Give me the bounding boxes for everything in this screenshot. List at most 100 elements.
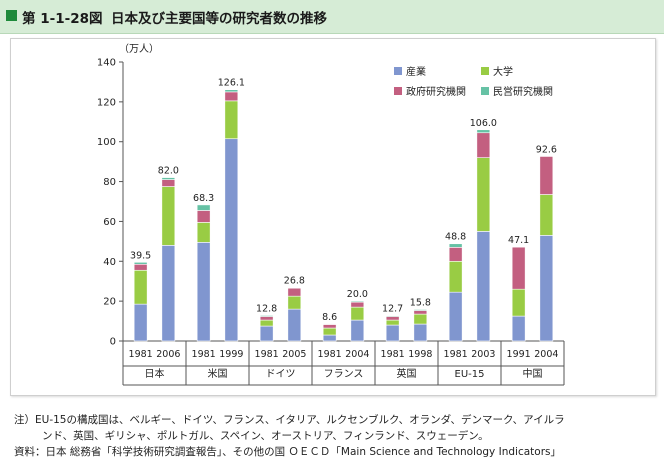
bar-segment-private (224, 89, 239, 93)
bar-total-label: 8.6 (322, 312, 337, 323)
bar-segment-government (539, 156, 554, 195)
stacked-bar-chart: （万人） 0 20 40 60 80 100 120 140 39.5 1981 82.0 2006 日本… (97, 43, 565, 386)
page-title: 日本及び主要国等の研究者数の推移 (111, 11, 327, 27)
bar-segment-university (539, 194, 554, 236)
y-tick-label: 120 (97, 97, 116, 108)
bar-segment-private (196, 204, 211, 211)
title-square-icon (6, 10, 17, 21)
bar-segment-private (385, 315, 400, 317)
note-line-2: ンド、英国、ギリシャ、ポルトガル、スペイン、オーストリア、フィンランド、スウェー… (42, 430, 489, 442)
bar-total-label: 15.8 (410, 298, 431, 309)
x-country-label: 日本 (145, 367, 165, 380)
x-year-label: 2006 (156, 349, 180, 360)
bar-segment-government (448, 247, 463, 262)
legend-swatch-government (394, 87, 402, 95)
x-country-label: ドイツ (266, 369, 296, 380)
bar-segment-industry (322, 334, 337, 342)
y-tick-label: 80 (103, 177, 116, 188)
legend-label-government: 政府研究機関 (406, 85, 466, 98)
x-year-label: 1981 (255, 349, 279, 360)
bar-segment-university (161, 186, 176, 246)
bar-segment-government (224, 91, 239, 102)
figure-number: 第 1-1-28図 (22, 11, 103, 27)
bar-segment-private (322, 323, 337, 325)
bar-segment-university (259, 319, 274, 327)
bar-segment-university (476, 157, 491, 232)
bar-total-label: 26.8 (284, 276, 305, 287)
bar-segment-private (133, 261, 148, 265)
bar-total-label: 106.0 (470, 118, 497, 129)
legend-label-university: 大学 (493, 65, 513, 78)
bar-segment-government (196, 210, 211, 223)
y-tick-label: 0 (110, 337, 116, 348)
bar-segment-government (476, 132, 491, 158)
bar-segment-government (259, 316, 274, 321)
bar-segment-university (448, 260, 463, 293)
bar-segment-industry (539, 235, 554, 342)
legend-swatch-private (481, 87, 489, 95)
x-year-label: 2005 (282, 349, 306, 360)
bar-segment-university (350, 306, 365, 321)
bar-segment-private (287, 287, 302, 289)
bar-total-label: 126.1 (218, 78, 245, 89)
bar-total-label: 12.8 (256, 303, 277, 314)
bar-segment-government (161, 179, 176, 187)
x-year-label: 2004 (534, 349, 558, 360)
bar-segment-industry (511, 315, 526, 342)
bar-segment-industry (196, 242, 211, 342)
note-line-1: 注）EU-15の構成国は、ベルギー、ドイツ、フランス、イタリア、ルクセンブルク、… (14, 414, 565, 426)
x-year-label: 1981 (129, 349, 153, 360)
y-axis-unit-label: （万人） (119, 43, 159, 55)
bar-segment-private (161, 177, 176, 180)
bar-segment-industry (385, 324, 400, 342)
bar-segment-government (322, 324, 337, 329)
bar-segment-university (385, 319, 400, 326)
y-tick-label: 20 (103, 297, 116, 308)
x-year-label: 1981 (192, 349, 216, 360)
y-tick-label: 40 (103, 257, 116, 268)
x-year-label: 1981 (318, 349, 342, 360)
x-country-label: フランス (324, 368, 364, 380)
bar-total-label: 20.0 (347, 289, 368, 300)
legend-swatch-university (481, 67, 489, 75)
bar-segment-government (413, 310, 428, 315)
x-country-label: 中国 (523, 367, 543, 380)
x-year-label: 1981 (381, 349, 405, 360)
bar-segment-industry (350, 319, 365, 342)
bar-segment-private (476, 129, 491, 134)
bar-segment-university (287, 295, 302, 310)
bar-segment-government (287, 287, 302, 297)
bar-total-label: 48.8 (445, 232, 466, 243)
bar-segment-university (133, 269, 148, 305)
bar-segment-industry (133, 303, 148, 342)
x-year-label: 1999 (219, 349, 243, 360)
legend-swatch-industry (394, 67, 402, 75)
bar-total-label: 92.6 (536, 144, 557, 155)
y-tick-label: 140 (97, 58, 116, 69)
bar-segment-industry (476, 231, 491, 342)
x-year-label: 1991 (507, 349, 531, 360)
x-year-label: 1981 (444, 349, 468, 360)
bar-segment-industry (161, 245, 176, 342)
bar-segment-university (511, 288, 526, 317)
bar-total-label: 39.5 (130, 250, 151, 261)
y-tick-label: 60 (103, 217, 116, 228)
bar-segment-government (511, 246, 526, 290)
x-year-label: 2003 (471, 349, 495, 360)
bar-segment-private (413, 309, 428, 311)
bar-segment-university (224, 100, 239, 140)
title-bar: 第 1-1-28図 日本及び主要国等の研究者数の推移 (0, 0, 664, 34)
x-country-label: 米国 (208, 367, 228, 380)
bar-segment-private (350, 300, 365, 303)
x-country-label: 英国 (397, 367, 417, 380)
bar-total-label: 68.3 (193, 193, 214, 204)
x-year-label: 1998 (408, 349, 432, 360)
x-country-label: EU-15 (455, 369, 485, 380)
bar-segment-government (385, 316, 400, 321)
legend-label-industry: 産業 (406, 65, 426, 78)
bar-segment-industry (287, 308, 302, 342)
bar-segment-university (322, 327, 337, 336)
bar-segment-university (413, 313, 428, 325)
bar-segment-industry (448, 291, 463, 342)
chart-frame: （万人） 0 20 40 60 80 100 120 140 39.5 1981 82.0 2006 日本… (10, 38, 656, 396)
